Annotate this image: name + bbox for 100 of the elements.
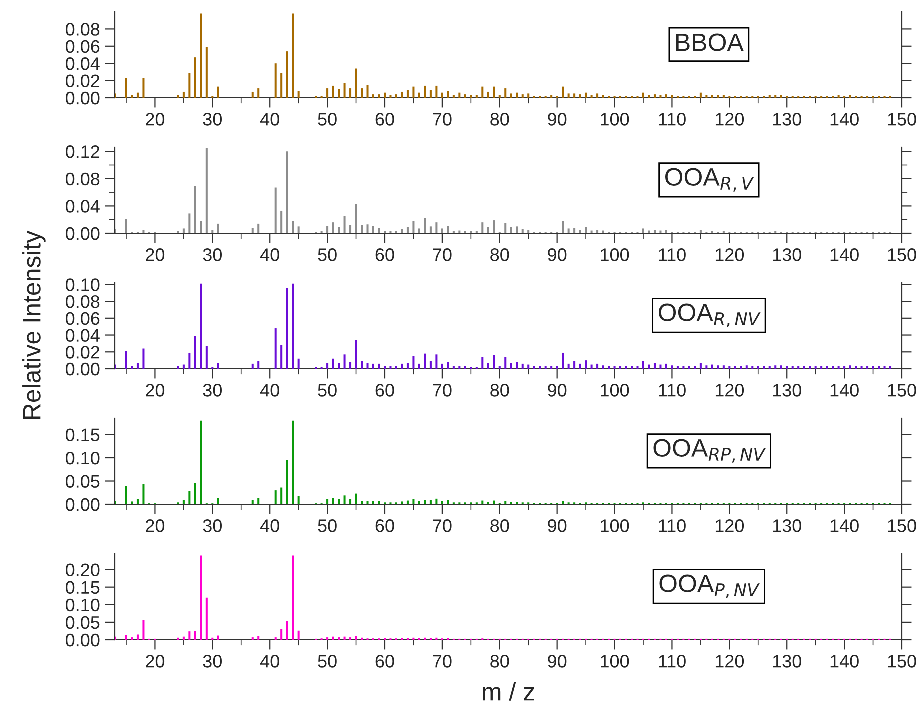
x-tick-label: 50 [318, 520, 337, 532]
bar [182, 500, 185, 504]
bar [401, 229, 404, 234]
bar [550, 366, 553, 369]
bar [355, 340, 358, 369]
bar [447, 500, 450, 504]
y-tick-label: 0.10 [66, 278, 100, 292]
bar [574, 228, 576, 234]
annotation: OOA$_{RP,NV}$ [654, 439, 766, 463]
bar [401, 92, 404, 98]
bar [366, 85, 369, 98]
x-tick-label: 100 [601, 384, 630, 397]
bar [182, 364, 185, 369]
x-tick-label: 110 [659, 113, 686, 126]
x-tick-label: 100 [601, 113, 630, 126]
bar [206, 148, 208, 234]
bar [188, 214, 191, 234]
bar [125, 219, 128, 234]
x-tick-label: 150 [888, 655, 916, 668]
bar [533, 366, 536, 369]
bar [671, 95, 674, 98]
bar [579, 94, 582, 98]
x-tick-label: 60 [376, 520, 394, 532]
bar [182, 92, 185, 98]
bar [274, 490, 277, 504]
bar [372, 226, 375, 234]
bar [177, 366, 180, 369]
bar [252, 228, 254, 234]
bar [493, 220, 496, 234]
bar [200, 420, 202, 504]
bar [344, 636, 346, 640]
bar [292, 14, 294, 98]
bar [292, 284, 294, 369]
bar [378, 228, 380, 234]
bar [539, 366, 542, 369]
bar [298, 358, 300, 369]
bar [579, 230, 582, 234]
bar [826, 366, 828, 369]
bar [361, 88, 364, 98]
annotation: OOA$_{R,V}$ [665, 168, 754, 192]
bar [344, 354, 346, 369]
bar [711, 95, 714, 98]
bar [516, 92, 518, 98]
bar [188, 491, 191, 504]
y-tick-label: 0.10 [66, 598, 100, 612]
bar [722, 95, 725, 98]
bar [332, 498, 334, 504]
y-tick-label: 0.00 [66, 498, 100, 512]
bar [395, 366, 398, 369]
bar [355, 68, 358, 98]
bar [498, 366, 501, 369]
x-tick-label: 90 [548, 655, 567, 668]
bar [786, 366, 788, 369]
bar [258, 224, 260, 234]
bar [280, 73, 283, 98]
bar [774, 366, 777, 369]
x-tick-label: 40 [260, 113, 280, 126]
bar [482, 357, 484, 369]
bar [298, 496, 300, 504]
bar [344, 216, 346, 234]
bar [217, 636, 220, 640]
bar [406, 500, 409, 504]
bar [142, 348, 145, 369]
bar [717, 95, 720, 98]
bar [682, 366, 685, 369]
x-tick-label: 120 [716, 655, 744, 668]
bar [528, 230, 530, 234]
x-tick-label: 60 [376, 655, 394, 668]
bar [355, 494, 358, 504]
bar [406, 363, 409, 369]
y-tick-label: 0.05 [66, 475, 100, 488]
bar [125, 486, 128, 504]
bar [430, 90, 432, 98]
bar [798, 366, 800, 369]
x-tick-label: 140 [830, 384, 859, 397]
bar [280, 629, 283, 640]
bar [338, 227, 340, 234]
bar [665, 364, 668, 369]
x-tick-label: 70 [433, 520, 452, 532]
bar [763, 366, 766, 369]
bar [258, 636, 260, 640]
bar [493, 500, 496, 504]
bar [768, 366, 771, 369]
x-tick-label: 140 [830, 113, 859, 126]
bar [350, 88, 352, 98]
bar [212, 230, 214, 234]
annotation: OOA$_{P,NV}$ [660, 574, 760, 598]
x-tick-label: 80 [490, 113, 510, 126]
bar [872, 366, 874, 369]
bar [660, 230, 662, 234]
bar [412, 499, 415, 504]
bar [504, 357, 507, 369]
bar [401, 364, 404, 369]
x-tick-label: 120 [716, 113, 744, 126]
bar [711, 364, 714, 369]
x-tick-label: 90 [548, 113, 567, 126]
annotation: OOA$_{R,NV}$ [658, 304, 761, 328]
x-tick-label: 30 [203, 113, 222, 126]
bar [878, 366, 880, 369]
x-tick-label: 40 [260, 248, 280, 262]
